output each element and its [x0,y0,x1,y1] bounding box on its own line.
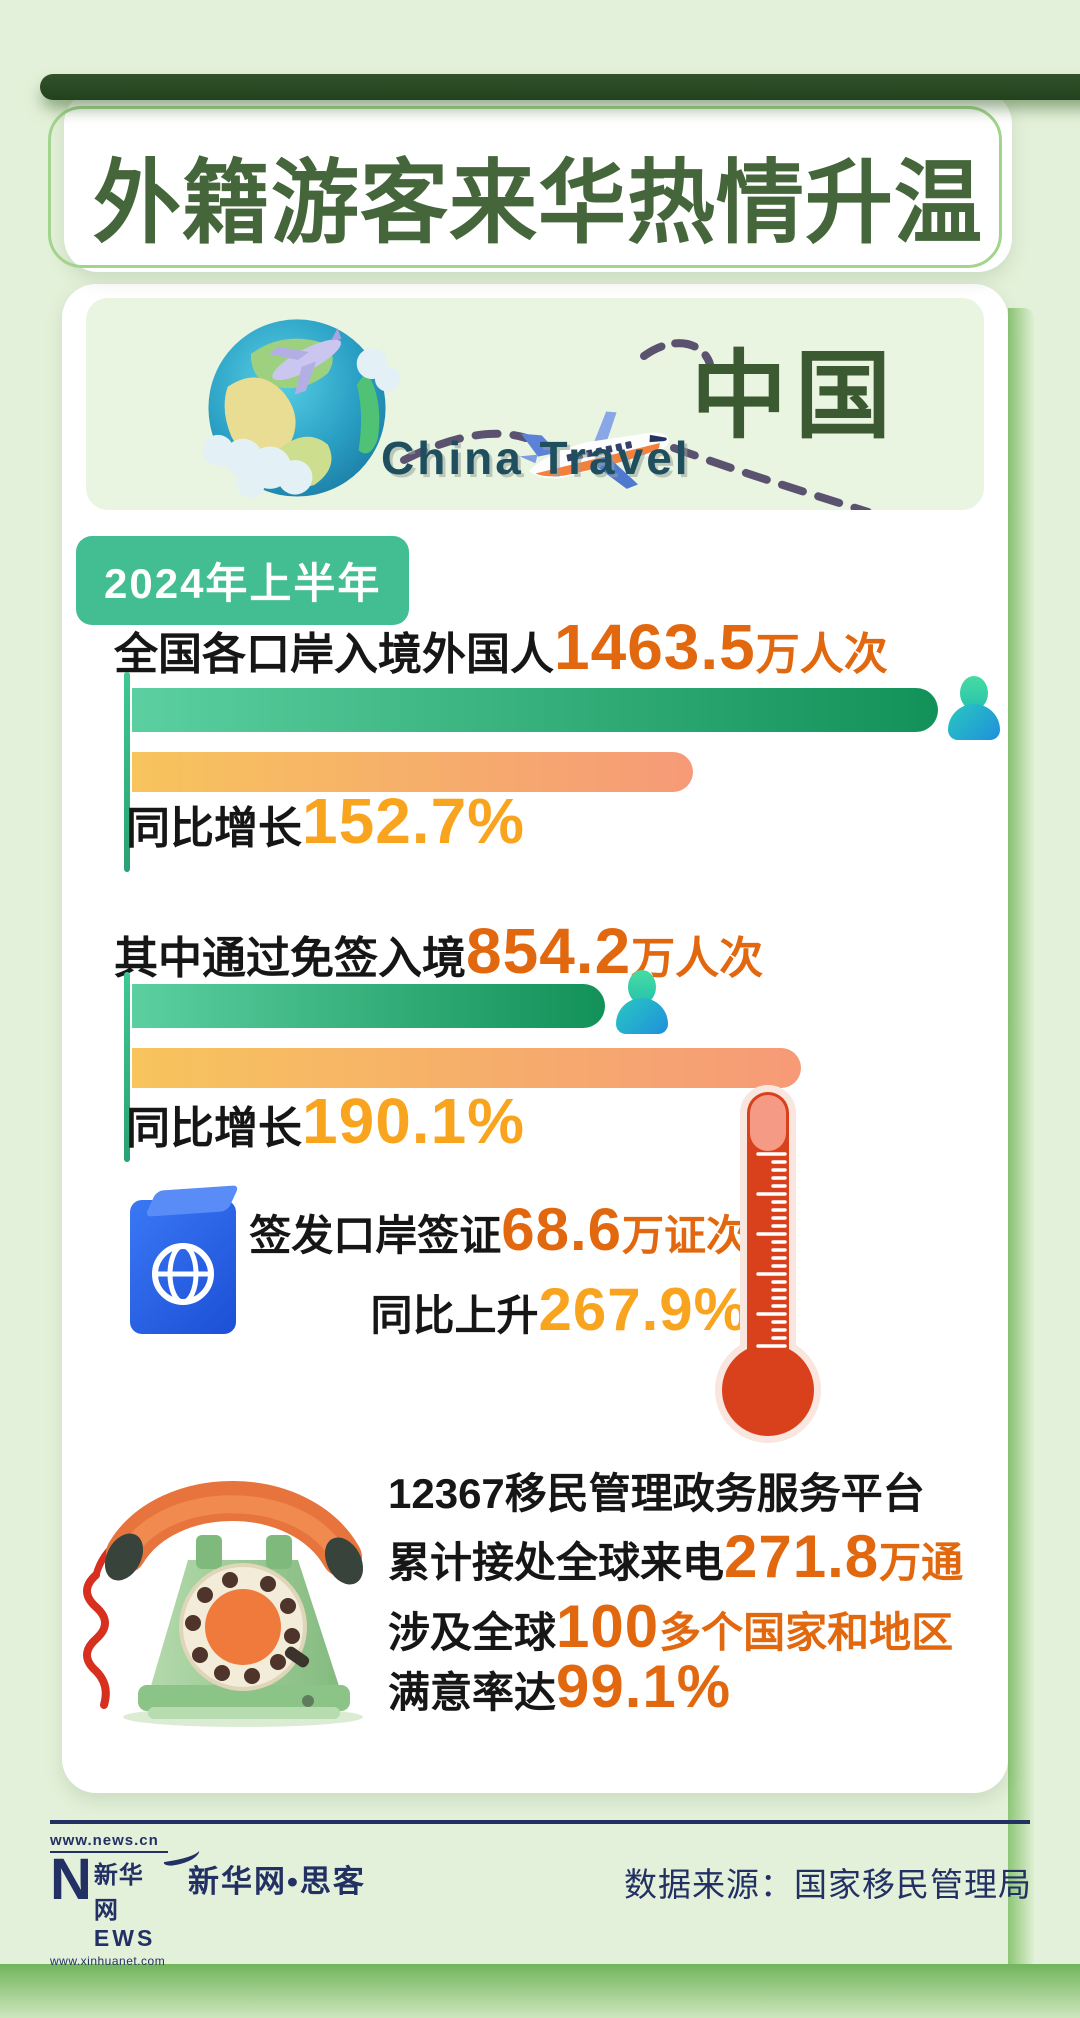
visa-growth-label: 同比上升 [370,1292,539,1339]
hotline-satisfaction: 满意率达99.1% [388,1652,731,1721]
hotline-calls-label: 累计接处全球来电 [388,1539,725,1586]
hotline-calls: 累计接处全球来电271.8万通 [388,1522,963,1591]
visa-line-2: 同比上升267.9% [212,1278,748,1358]
stat-value: 1463.5 [554,611,756,683]
hotline-platform: 12367移民管理政务服务平台 [388,1460,925,1521]
passport-icon [130,1185,240,1334]
axis-line [124,972,130,1162]
visa-unit: 万证次 [621,1212,748,1259]
volume-bar [132,688,938,732]
xinhuanet-logo: www.news.cn N 新华网 EWS www.xinhuanet.com [50,1832,202,1968]
data-source: 数据来源：国家移民管理局 [624,1866,1032,1903]
growth-bar [132,1048,801,1088]
passport-globe-glyph [152,1243,214,1305]
stat-label: 全国各口岸入境外国人 [114,630,554,679]
period-badge: 2024年上半年 [76,536,410,625]
growth-line-visa-free: 同比增长190.1% [126,1084,525,1158]
logo-ews: EWS [93,1925,156,1951]
stat-value: 854.2 [466,915,632,987]
stat-unit: 万人次 [755,630,888,679]
footer-brand: 新华网•思客 [188,1864,366,1899]
growth-value: 152.7% [302,785,526,857]
visa-growth-value: 267.9% [538,1276,748,1343]
hotline-platform-label: 12367移民管理政务服务平台 [388,1470,925,1517]
person-torso [616,998,668,1034]
stat-label-entries: 全国各口岸入境外国人1463.5万人次 [114,610,888,684]
person-torso [948,704,1000,740]
stat-unit: 万人次 [631,934,764,983]
visa-value: 68.6 [501,1196,622,1263]
globe-3d-icon [202,319,400,498]
logo-letter-n: N [50,1847,92,1912]
brand-china-travel: China Travel [381,432,691,484]
hotline-satisfaction-label: 满意率达 [388,1669,557,1716]
lavender-plane-icon [268,328,342,395]
dashed-route-path [400,339,872,510]
visa-stats: 签发口岸签证68.6万证次 同比上升267.9% [212,1198,748,1358]
growth-value: 190.1% [302,1085,526,1157]
hotline-calls-value: 271.8 [724,1523,880,1590]
hotline-coverage: 涉及全球100多个国家和地区 [388,1592,953,1661]
growth-bar [132,752,693,792]
growth-label: 同比增长 [126,1104,302,1153]
stat-label-visa-free: 其中通过免签入境854.2万人次 [114,914,763,988]
brand-zhongguo: 中国 [691,343,899,450]
right-green-band [1008,308,1034,1968]
person-icon [616,970,668,1034]
axis-line [124,672,130,872]
logo-url-top: www.news.cn [50,1832,168,1853]
footer-divider [50,1820,1030,1824]
volume-bar [132,984,605,1028]
top-green-bar [40,74,1080,100]
hotline-coverage-unit: 多个国家和地区 [659,1609,954,1656]
hotline-coverage-label: 涉及全球 [388,1609,557,1656]
thermometer-icon [715,1085,821,1443]
growth-label: 同比增长 [126,804,302,853]
china-travel-banner: China Travel 中国 [86,298,984,510]
bar-group-visa-free [124,970,1004,1162]
airplane-icon [519,411,669,489]
hotline-coverage-value: 100 [556,1593,660,1660]
title-card: 外籍游客来华热情升温 [48,90,1012,272]
bar-group-entries [124,672,1004,872]
main-card: China Travel 中国 2024年上半年 全国各口岸入境外国人1463.… [46,284,1008,1793]
visa-line-1: 签发口岸签证68.6万证次 [212,1198,748,1278]
logo-xinhuanet-cn: 新华网 [93,1862,144,1924]
clouds [202,348,400,498]
growth-line-entries: 同比增长152.7% [126,784,525,858]
hotline-calls-unit: 万通 [879,1539,964,1586]
rotary-phone-illustration [83,1481,364,1727]
stat-label: 其中通过免签入境 [114,934,466,983]
person-icon [948,676,1000,740]
visa-label: 签发口岸签证 [249,1212,502,1259]
hotline-satisfaction-value: 99.1% [556,1653,732,1720]
logo-url-bottom: www.xinhuanet.com [50,1954,166,1968]
bottom-green-band [0,1964,1080,2018]
page-title: 外籍游客来华热情升温 [92,151,983,255]
